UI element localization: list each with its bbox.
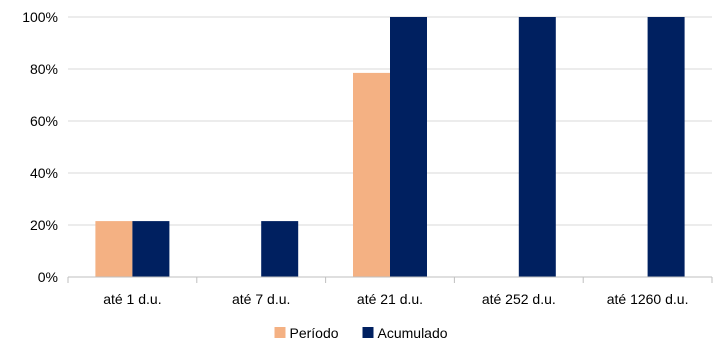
legend-swatch: [274, 327, 286, 338]
y-tick-label: 100%: [22, 9, 58, 25]
x-tick-label: até 1260 d.u.: [607, 291, 689, 307]
bars: [95, 17, 685, 278]
bar-acumulado: [647, 17, 685, 277]
y-tick-label: 0%: [38, 269, 58, 285]
bar-periodo: [353, 72, 390, 278]
y-tick-labels: 0% 20% 40% 60% 80% 100%: [22, 9, 58, 285]
x-tick-label: até 252 d.u.: [482, 291, 556, 307]
legend-swatch: [362, 327, 374, 338]
y-tick-label: 80%: [30, 61, 58, 77]
bar-periodo: [95, 221, 133, 277]
bar-acumulado: [518, 17, 556, 277]
legend: Período Acumulado: [274, 325, 448, 341]
x-tick-label: até 21 d.u.: [357, 291, 423, 307]
legend-label: Período: [290, 325, 339, 341]
x-tick-labels: até 1 d.u. até 7 d.u. até 21 d.u. até 252 d…: [103, 291, 688, 307]
x-tick-label: até 1 d.u.: [103, 291, 161, 307]
y-tick-label: 40%: [30, 165, 58, 181]
bar-acumulado: [390, 17, 427, 277]
bar-acumulado: [261, 221, 299, 277]
axes: [67, 276, 713, 283]
legend-label: Acumulado: [378, 325, 448, 341]
y-tick-label: 20%: [30, 217, 58, 233]
x-tick-label: até 7 d.u.: [232, 291, 290, 307]
bar-acumulado: [132, 221, 170, 277]
y-tick-label: 60%: [30, 113, 58, 129]
